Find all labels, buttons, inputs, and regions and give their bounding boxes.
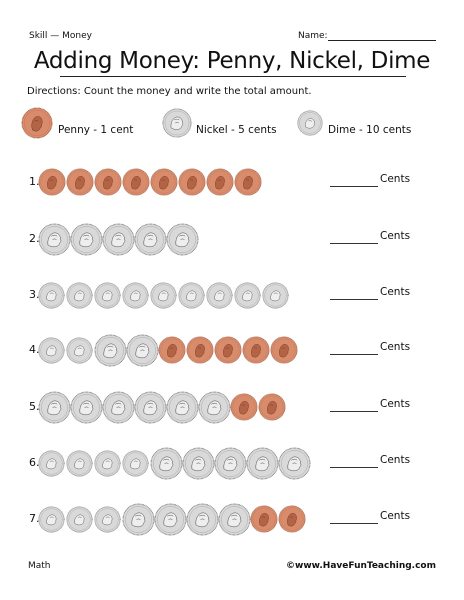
answer-blank[interactable] bbox=[330, 467, 378, 468]
nickel-icon bbox=[166, 222, 199, 256]
nickel-icon bbox=[70, 222, 103, 256]
penny-icon bbox=[270, 336, 298, 364]
penny-icon bbox=[38, 168, 66, 196]
nickel-icon bbox=[134, 222, 167, 256]
footer-subject: Math bbox=[28, 561, 51, 571]
penny-icon bbox=[94, 168, 122, 196]
nickel-icon bbox=[102, 222, 135, 256]
penny-icon bbox=[66, 168, 94, 196]
nickel-icon bbox=[182, 446, 215, 480]
cents-label: Cents bbox=[380, 230, 411, 242]
cents-label: Cents bbox=[380, 173, 411, 185]
penny-icon bbox=[214, 336, 242, 364]
nickel-icon bbox=[150, 446, 183, 480]
legend-penny-label: Penny - 1 cent bbox=[58, 124, 134, 136]
nickel-icon bbox=[154, 502, 187, 536]
dime-icon bbox=[94, 281, 121, 309]
dime-icon bbox=[38, 449, 65, 477]
name-label: Name: bbox=[298, 31, 328, 41]
penny-icon bbox=[278, 505, 306, 533]
dime-icon bbox=[38, 336, 65, 364]
nickel-icon bbox=[246, 446, 279, 480]
problem-number: 1. bbox=[29, 175, 40, 188]
answer-blank[interactable] bbox=[330, 523, 378, 524]
penny-icon bbox=[250, 505, 278, 533]
name-line bbox=[328, 40, 436, 41]
penny-icon bbox=[158, 336, 186, 364]
problem-number: 6. bbox=[29, 456, 40, 469]
penny-icon bbox=[242, 336, 270, 364]
dime-icon bbox=[262, 281, 289, 309]
problem-number: 2. bbox=[29, 232, 40, 245]
nickel-icon bbox=[214, 446, 247, 480]
answer-blank[interactable] bbox=[330, 411, 378, 412]
dime-icon bbox=[178, 281, 205, 309]
cents-label: Cents bbox=[380, 341, 411, 353]
nickel-icon bbox=[94, 333, 127, 367]
cents-label: Cents bbox=[380, 286, 411, 298]
nickel-icon bbox=[186, 502, 219, 536]
title-underline bbox=[60, 76, 406, 77]
answer-blank[interactable] bbox=[330, 186, 378, 187]
dime-icon bbox=[66, 336, 93, 364]
dime-icon bbox=[94, 449, 121, 477]
nickel-icon bbox=[102, 390, 135, 424]
dime-icon bbox=[122, 449, 149, 477]
nickel-icon bbox=[166, 390, 199, 424]
answer-blank[interactable] bbox=[330, 354, 378, 355]
nickel-icon bbox=[198, 390, 231, 424]
answer-blank[interactable] bbox=[330, 243, 378, 244]
nickel-icon bbox=[38, 390, 71, 424]
nickel-icon bbox=[38, 222, 71, 256]
footer-website: ©www.HaveFunTeaching.com bbox=[286, 561, 436, 571]
dime-icon bbox=[297, 110, 323, 136]
penny-icon bbox=[150, 168, 178, 196]
nickel-icon bbox=[122, 502, 155, 536]
dime-icon bbox=[234, 281, 261, 309]
dime-icon bbox=[66, 449, 93, 477]
penny-icon bbox=[21, 107, 53, 139]
penny-icon bbox=[122, 168, 150, 196]
penny-icon bbox=[230, 393, 258, 421]
problem-number: 4. bbox=[29, 343, 40, 356]
cents-label: Cents bbox=[380, 454, 411, 466]
problem-number: 7. bbox=[29, 512, 40, 525]
cents-label: Cents bbox=[380, 398, 411, 410]
penny-icon bbox=[258, 393, 286, 421]
penny-icon bbox=[178, 168, 206, 196]
nickel-icon bbox=[126, 333, 159, 367]
nickel-icon bbox=[162, 108, 192, 138]
dime-icon bbox=[122, 281, 149, 309]
answer-blank[interactable] bbox=[330, 299, 378, 300]
dime-icon bbox=[66, 281, 93, 309]
problem-number: 3. bbox=[29, 288, 40, 301]
penny-icon bbox=[186, 336, 214, 364]
dime-icon bbox=[150, 281, 177, 309]
penny-icon bbox=[206, 168, 234, 196]
dime-icon bbox=[38, 281, 65, 309]
legend-dime-label: Dime - 10 cents bbox=[328, 124, 412, 136]
penny-icon bbox=[234, 168, 262, 196]
cents-label: Cents bbox=[380, 510, 411, 522]
problem-number: 5. bbox=[29, 400, 40, 413]
nickel-icon bbox=[70, 390, 103, 424]
dime-icon bbox=[94, 505, 121, 533]
dime-icon bbox=[38, 505, 65, 533]
nickel-icon bbox=[278, 446, 311, 480]
directions-text: Directions: Count the money and write th… bbox=[27, 86, 312, 97]
dime-icon bbox=[66, 505, 93, 533]
legend-nickel-label: Nickel - 5 cents bbox=[196, 124, 277, 136]
dime-icon bbox=[206, 281, 233, 309]
worksheet-title: Adding Money: Penny, Nickel, Dime bbox=[33, 48, 431, 74]
skill-label: Skill — Money bbox=[29, 31, 92, 41]
nickel-icon bbox=[134, 390, 167, 424]
nickel-icon bbox=[218, 502, 251, 536]
